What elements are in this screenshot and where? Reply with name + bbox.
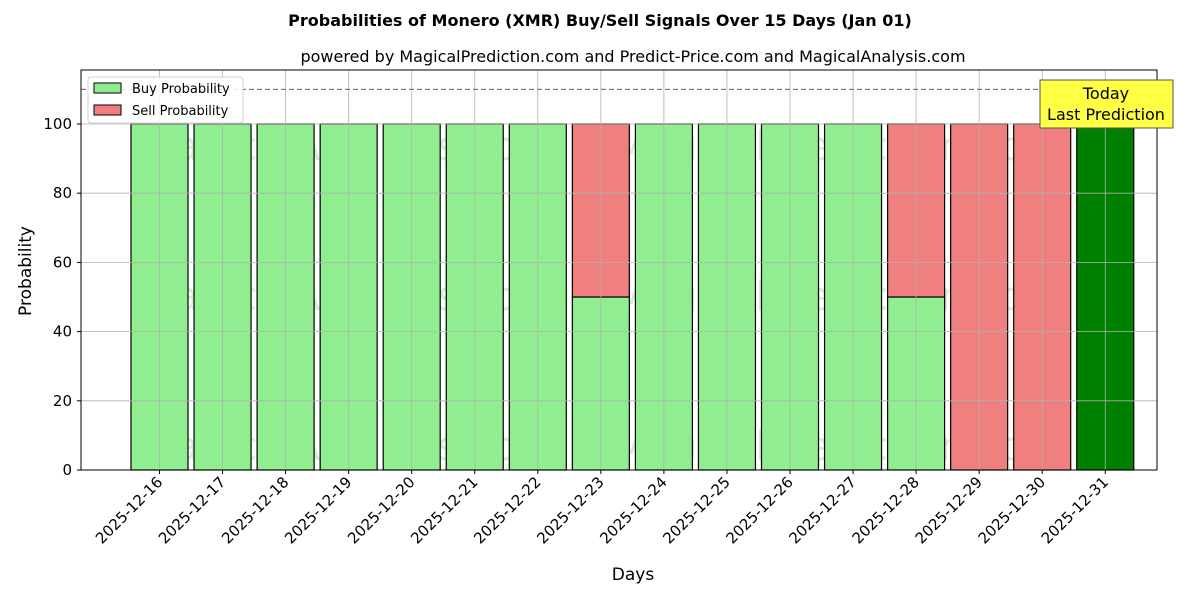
x-axis-label: Days <box>612 565 655 585</box>
chart-title: Probabilities of Monero (XMR) Buy/Sell S… <box>288 11 912 30</box>
y-tick-label: 0 <box>62 461 72 479</box>
y-axis-label: Probability <box>16 226 36 316</box>
x-tick-label: 2025-12-16 <box>92 473 166 547</box>
y-tick-label: 20 <box>53 392 72 410</box>
x-tick-label: 2025-12-23 <box>533 473 607 547</box>
y-tick-label: 80 <box>53 184 72 202</box>
x-tick-label: 2025-12-18 <box>218 473 292 547</box>
legend-label-sell: Sell Probability <box>132 104 229 119</box>
x-tick-label: 2025-12-20 <box>344 473 418 547</box>
x-tick-label: 2025-12-17 <box>155 473 229 547</box>
y-tick-label: 40 <box>53 323 72 341</box>
x-tick-label: 2025-12-31 <box>1038 473 1112 547</box>
x-tick-label: 2025-12-26 <box>722 473 796 547</box>
x-tick-label: 2025-12-19 <box>281 473 355 547</box>
legend-label-buy: Buy Probability <box>132 82 230 97</box>
x-tick-label: 2025-12-24 <box>596 473 670 547</box>
x-tick-label: 2025-12-22 <box>470 473 544 547</box>
x-tick-label: 2025-12-30 <box>975 473 1049 547</box>
y-tick-label: 60 <box>53 253 72 271</box>
y-tick-label: 100 <box>43 115 72 133</box>
x-tick-label: 2025-12-21 <box>407 473 481 547</box>
x-tick-label: 2025-12-29 <box>912 473 986 547</box>
x-tick-label: 2025-12-28 <box>849 473 923 547</box>
today-annotation-box <box>1039 79 1174 129</box>
legend-swatch-sell <box>93 104 122 116</box>
legend-swatch-buy <box>93 82 122 94</box>
x-tick-label: 2025-12-25 <box>659 473 733 547</box>
chart-subtitle: powered by MagicalPrediction.com and Pre… <box>300 47 965 66</box>
plot-area: MagicalAnalysis.comMagicalPrediction.com… <box>43 69 1174 547</box>
legend-box <box>87 76 244 124</box>
today-annotation-line2: Last Prediction <box>1047 105 1165 124</box>
plot-frame <box>80 69 1158 471</box>
today-annotation-line1: Today <box>1082 84 1129 103</box>
x-tick-label: 2025-12-27 <box>785 473 859 547</box>
